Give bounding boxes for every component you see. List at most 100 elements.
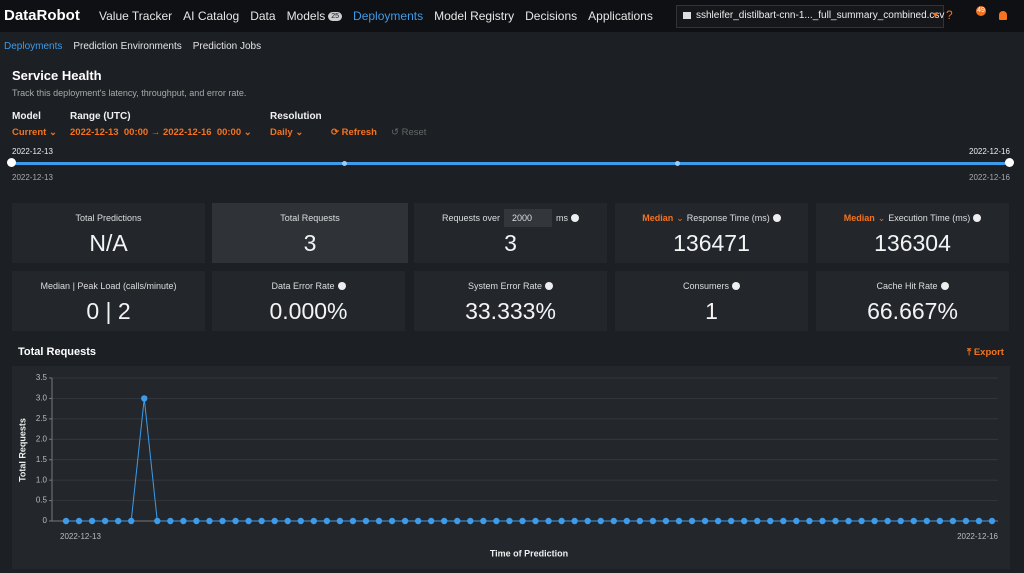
model-select[interactable]: Current ⌄ [12, 127, 57, 138]
logo[interactable]: DataRobot [4, 7, 80, 24]
sub-nav-item[interactable]: Prediction Jobs [193, 41, 261, 52]
caret: ⌄ [878, 213, 886, 223]
data-point [298, 518, 304, 524]
data-point [115, 518, 121, 524]
data-point [141, 395, 147, 401]
metric-value: 1 [615, 298, 808, 325]
data-point [924, 518, 930, 524]
metric-label: Cache Hit Rate [876, 281, 937, 291]
y-tick-label: 3.5 [36, 373, 48, 382]
model-label: Model [12, 111, 41, 122]
threshold-input[interactable]: 2000 [504, 209, 552, 227]
metric-unit: ms [556, 213, 568, 223]
data-point [898, 518, 904, 524]
metric-title: Median | Peak Load (calls/minute) [12, 281, 205, 291]
info-icon [338, 282, 346, 290]
data-point [624, 518, 630, 524]
range-select[interactable]: 2022-12-13 00:00 → 2022-12-16 00:00 ⌄ [70, 127, 252, 138]
reset-text: Reset [402, 127, 427, 138]
resolution-label: Resolution [270, 111, 322, 122]
data-point [232, 518, 238, 524]
data-point [493, 518, 499, 524]
resolution-select[interactable]: Daily ⌄ [270, 127, 303, 138]
model-value: Current [12, 127, 46, 138]
data-point [976, 518, 982, 524]
reset-button[interactable]: ↺ Reset [391, 127, 426, 138]
nav-item[interactable]: Applications [588, 9, 653, 23]
nav-item[interactable]: Decisions [525, 9, 577, 23]
data-point [376, 518, 382, 524]
slider-handle[interactable] [7, 158, 16, 167]
nav-item[interactable]: Data [250, 9, 275, 23]
data-point [402, 518, 408, 524]
data-point [363, 518, 369, 524]
notification-badge[interactable]: 49 [976, 6, 986, 16]
data-point [937, 518, 943, 524]
slider-start-bottom: 2022-12-13 [12, 173, 53, 182]
export-button[interactable]: ⤒ Export [967, 347, 1004, 358]
user-icon[interactable] [999, 11, 1007, 20]
data-point [584, 518, 590, 524]
data-point [428, 518, 434, 524]
data-point [871, 518, 877, 524]
y-tick-label: 3.0 [36, 394, 48, 403]
nav-item[interactable]: AI Catalog [183, 9, 239, 23]
sub-nav-item[interactable]: Prediction Environments [73, 41, 181, 52]
data-point [415, 518, 421, 524]
refresh-button[interactable]: ⟳ Refresh [331, 127, 377, 138]
slider-handle[interactable] [1005, 158, 1014, 167]
data-point [180, 518, 186, 524]
page-title: Service Health [12, 68, 102, 83]
metric-value: 66.667% [816, 298, 1009, 325]
data-point [911, 518, 917, 524]
data-point [128, 518, 134, 524]
range-label: Range (UTC) [70, 111, 131, 122]
metric-label: Requests over [442, 213, 500, 223]
data-point [337, 518, 343, 524]
metric-value: 0.000% [212, 298, 405, 325]
data-point [258, 518, 264, 524]
sub-nav-item[interactable]: Deployments [4, 41, 62, 52]
y-axis-title: Total Requests [17, 418, 27, 482]
info-icon [545, 282, 553, 290]
metric-selector[interactable]: Median [844, 213, 875, 223]
slider-end-top: 2022-12-16 [969, 147, 1010, 156]
nav-item[interactable]: Model Registry [434, 9, 514, 23]
data-point [741, 518, 747, 524]
help[interactable]: ? [946, 8, 953, 22]
data-point [989, 518, 995, 524]
data-point [845, 518, 851, 524]
metric-value: N/A [12, 230, 205, 257]
metric-selector[interactable]: Median [642, 213, 673, 223]
data-point [219, 518, 225, 524]
metric-card: Median | Peak Load (calls/minute)0 | 2 [12, 271, 205, 331]
nav-badge: 25 [328, 12, 342, 21]
nav-item[interactable]: Deployments [353, 9, 423, 23]
data-point [519, 518, 525, 524]
y-tick-label: 1.0 [36, 475, 48, 484]
data-point [571, 518, 577, 524]
range-slider[interactable] [12, 162, 1010, 165]
data-point [102, 518, 108, 524]
metric-title: Data Error Rate [212, 281, 405, 291]
sub-nav: Deployments Prediction Environments Predic… [4, 41, 261, 52]
data-point [467, 518, 473, 524]
nav-item[interactable]: Value Tracker [99, 9, 172, 23]
nav-item[interactable]: Models [287, 9, 326, 23]
file-icon [683, 12, 691, 19]
y-tick-label: 0.5 [36, 496, 48, 505]
refresh-text: Refresh [342, 127, 377, 138]
data-point [832, 518, 838, 524]
file-selector[interactable]: sshleifer_distilbart-cnn-1..._full_summa… [676, 5, 944, 28]
metric-card: Data Error Rate 0.000% [212, 271, 405, 331]
x-tick-label: 2022-12-16 [957, 532, 998, 541]
data-point [167, 518, 173, 524]
range-value: 2022-12-13 00:00 → 2022-12-16 00:00 [70, 127, 241, 138]
metric-title: Total Predictions [12, 213, 205, 223]
data-point [793, 518, 799, 524]
data-point [676, 518, 682, 524]
data-point [285, 518, 291, 524]
data-point [389, 518, 395, 524]
data-point [206, 518, 212, 524]
